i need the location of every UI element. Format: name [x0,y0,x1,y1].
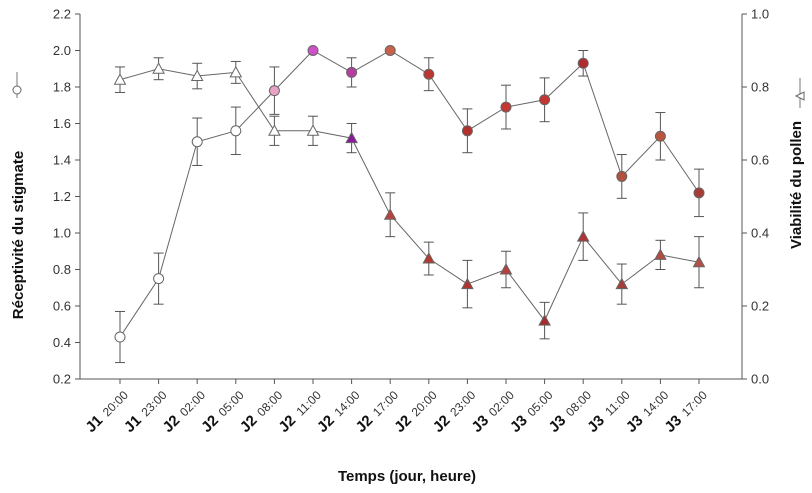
y-right-tick-label: 0.0 [751,372,769,387]
y-left-tick-label: 0.6 [53,299,71,314]
legend-triangle-marker [794,91,805,101]
x-tick-hour: 14:00 [640,388,671,419]
x-tick-day: J3 [623,412,647,436]
x-tick-hour: 05:00 [524,388,555,419]
pollen-point [422,252,436,264]
pollen-point [190,69,204,82]
y-left-tick-label: 2.0 [53,43,71,58]
pollen-point [692,255,706,268]
stigma-point [268,85,280,97]
y-right-tick-label: 0.8 [751,80,769,95]
x-axis-title: Temps (jour, heure) [338,468,476,485]
y-left-tick-label: 1.8 [53,80,71,95]
x-tick-day: J2 [314,412,338,436]
stigma-point [153,273,165,285]
x-tick-day: J1 [121,412,145,436]
x-tick-hour: 08:00 [254,388,285,419]
y-left-tick-label: 1.2 [53,189,71,204]
stigma-point [114,331,126,343]
y-left-tick-label: 1.6 [53,116,71,131]
x-tick-hour: 20:00 [409,388,440,419]
y-left-tick-label: 0.2 [53,372,71,387]
stigma-point [384,45,396,56]
pollen-point [576,230,590,242]
x-tick-hour: 20:00 [100,388,131,419]
x-tick-day: J1 [82,412,106,436]
pollen-point [306,124,320,136]
stigma-point [423,68,435,80]
y-right-tick-label: 0.4 [751,226,769,241]
y-left-tick-label: 0.4 [53,335,71,350]
pollen-point [654,248,667,260]
stigma-point [539,94,551,106]
y-left-tick-label: 1.0 [53,226,71,241]
y-right-tick-label: 0.2 [751,299,769,314]
x-tick-hour: 02:00 [486,388,517,419]
stigma-point [230,125,242,137]
legend-circle-marker [12,85,22,95]
pollen-point [152,62,165,74]
pollen-point [229,65,243,78]
stigma-point [191,136,203,148]
y-right-tick-label: 0.6 [751,153,769,168]
x-tick-hour: 11:00 [293,388,324,419]
x-tick-hour: 14:00 [331,388,362,419]
pollen-point [461,277,474,290]
x-tick-day: J2 [160,412,184,436]
pollen-point [538,314,551,326]
pollen-point [345,131,358,144]
pollen-point [615,277,629,290]
x-tick-hour: 08:00 [563,388,594,419]
stigma-point [577,57,589,69]
x-tick-day: J2 [275,412,299,436]
y-axis-right-title: Viabilité du pollen [788,121,805,249]
series-stigma-receptivity [114,45,705,364]
axis-legend-markers [12,72,805,108]
stigma-point [654,130,666,142]
x-tick-day: J3 [546,412,570,436]
stigma-point [500,101,512,113]
x-tick-hour: 17:00 [370,388,401,419]
axes [75,13,747,384]
x-tick-day: J2 [237,412,261,436]
x-tick-hour: 23:00 [138,388,169,419]
y-left-tick-label: 2.2 [53,7,71,22]
y-axis-left-title: Réceptivité du stigmate [10,151,27,319]
pollen-point [268,124,281,136]
pollen-point [113,73,127,85]
x-tick-hour: 23:00 [447,388,478,419]
y-left-tick-label: 0.8 [53,262,71,277]
pollen-line [119,68,700,322]
x-tick-day: J2 [391,412,415,436]
stigma-point [693,187,705,199]
x-tick-hour: 17:00 [679,388,710,419]
x-tick-day: J3 [507,412,531,436]
x-tick-day: J2 [430,412,454,436]
x-tick-day: J3 [661,412,685,436]
series-pollen-viability [113,57,706,340]
stigma-point [461,125,473,137]
x-tick-hour: 11:00 [602,388,633,419]
x-tick-day: J3 [584,412,608,436]
stigma-line [119,49,700,338]
x-tick-day: J2 [198,412,222,436]
x-tick-day: J2 [353,412,377,436]
x-tick-hour: 02:00 [177,388,208,419]
stigma-point [307,45,319,56]
x-tick-hour: 05:00 [216,388,247,419]
stigma-point [616,170,628,182]
pollen-point [499,262,513,275]
y-left-tick-label: 1.4 [53,153,71,168]
y-right-tick-label: 1.0 [751,7,769,22]
pollen-point [383,208,397,220]
stigma-point [346,66,358,78]
x-tick-day: J3 [468,412,492,436]
